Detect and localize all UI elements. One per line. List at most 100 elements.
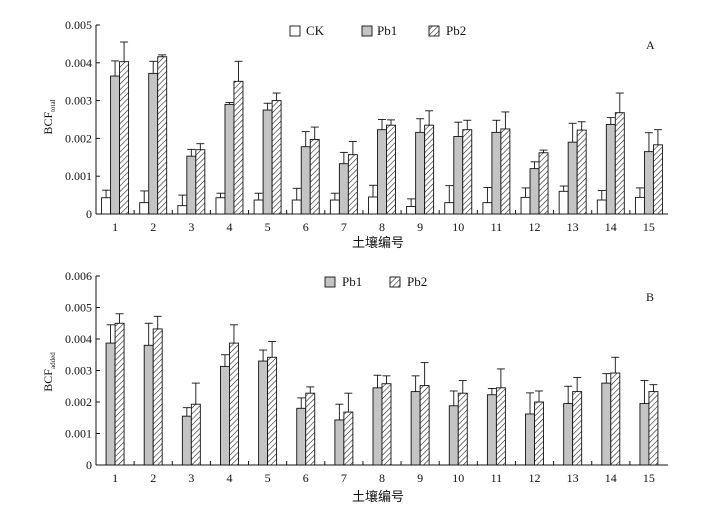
panel-b-bar-pb2: [381, 383, 392, 466]
panel-a-label: A: [646, 38, 655, 52]
panel-a-xlabel: 土壤编号: [352, 235, 404, 251]
panel-a-xtick-label: 15: [643, 220, 655, 234]
panel-b-bar-pb2: [305, 392, 316, 466]
panel-b-xtick-label: 13: [567, 471, 579, 485]
panel-b-ytick-label: 0.006: [65, 269, 92, 283]
panel-a-bar-pb2: [386, 124, 396, 215]
panel-b-ytick-label: 0: [86, 458, 92, 472]
panel-b-bar-pb1: [639, 403, 650, 466]
panel-a-bar-pb2: [614, 112, 625, 215]
panel-a-legend-swatch-pb1: [361, 25, 373, 37]
panel-a-bar-ck: [368, 196, 378, 215]
panel-a-bar-ck: [444, 202, 455, 215]
panel-b-bar-pb1: [105, 342, 116, 466]
panel-a-xtick-label: 8: [379, 220, 385, 234]
panel-a-bar-pb1: [224, 103, 235, 215]
panel-b-ytick-label: 0.005: [65, 301, 92, 315]
panel-a-legend-swatch-ck: [289, 25, 301, 37]
panel-b-bar-pb2: [229, 342, 239, 466]
panel-a-xtick-label: 10: [452, 220, 464, 234]
panel-a-legend-label-ck: CK: [306, 23, 325, 38]
panel-b-xtick-label: 11: [491, 471, 503, 485]
panel-b-xtick-label: 2: [150, 471, 156, 485]
panel-a-bar-pb1: [415, 131, 426, 215]
panel-b-bar-pb2: [648, 391, 659, 466]
panel-b-xtick-label: 3: [188, 471, 194, 485]
panel-b: BCFadded B 土壤编号 0 0.001 0.002 0.003 0.004 0.0…: [41, 269, 668, 505]
panel-a-legend-label-pb1: Pb1: [377, 23, 397, 38]
panel-a-bar-pb2: [652, 144, 663, 215]
panel-b-label: B: [646, 290, 654, 304]
panel-a-xtick-label: 13: [567, 220, 579, 234]
panel-b-bar-pb1: [181, 415, 192, 466]
panel-b-bar-pb2: [190, 403, 201, 466]
panel-a-bar-pb2: [500, 128, 511, 215]
panel-a-bar-pb1: [491, 131, 502, 215]
panel-b-xtick-label: 14: [605, 471, 617, 485]
panel-a-bar-pb1: [110, 75, 121, 215]
panel-b-ytick-label: 0.004: [65, 332, 92, 346]
panel-a-bar-pb2: [271, 100, 282, 215]
panel-a-bar-pb2: [538, 152, 549, 215]
panel-b-bar-pb2: [419, 385, 430, 466]
panel-a-ylabel-sub: total: [49, 99, 57, 111]
panel-a: BCFtotal A 土壤编号 0 0.001 0.002 0.003 0.004 0.0…: [41, 18, 668, 251]
panel-a-bar-pb1: [186, 155, 197, 215]
panel-b-bar-pb1: [486, 394, 497, 466]
panel-a-xtick-label: 12: [529, 220, 541, 234]
panel-a-bar-pb2: [195, 149, 206, 215]
panel-a-bar-pb1: [643, 151, 654, 215]
panel-a-bar-ck: [291, 199, 302, 215]
panel-a-bar-pb1: [529, 168, 540, 215]
panel-a-bar-pb2: [576, 129, 587, 215]
panel-a-bar-ck: [482, 202, 493, 215]
panel-b-xtick-label: 15: [643, 471, 655, 485]
panel-a-ylabel-main: BCF: [41, 112, 55, 135]
panel-a-bar-pb2: [309, 139, 320, 215]
panel-a-bar-pb2: [119, 61, 130, 215]
panel-a-ytick-label: 0: [86, 207, 92, 221]
panel-b-ylabel: BCFadded: [41, 352, 57, 392]
panel-a-xtick-label: 14: [605, 220, 617, 234]
panel-b-bar-pb1: [525, 413, 535, 466]
panel-a-ytick-label: 0.005: [65, 18, 92, 32]
panel-b-bar-pb1: [334, 419, 345, 466]
panel-b-bar-pb2: [152, 328, 163, 466]
panel-b-ytick-label: 0.003: [65, 364, 92, 378]
panel-a-bar-pb2: [233, 80, 244, 215]
panel-b-bar-pb1: [410, 391, 421, 466]
panel-a-bar-ck: [329, 199, 340, 215]
panel-a-ylabel: BCFtotal: [41, 99, 57, 134]
panel-b-legend-swatch-pb1: [324, 276, 336, 288]
panel-a-bar-pb1: [148, 72, 159, 215]
panel-b-ytick-label: 0.001: [65, 427, 92, 441]
panel-a-xtick-label: 9: [417, 220, 423, 234]
panel-a-xtick-label: 7: [341, 220, 347, 234]
panel-a-bar-pb1: [567, 141, 578, 215]
panel-b-xtick-label: 12: [529, 471, 541, 485]
panel-b-xtick-label: 1: [112, 471, 118, 485]
panel-b-bar-pb1: [601, 382, 612, 466]
panel-a-ytick-label: 0.002: [65, 131, 92, 145]
panel-b-xtick-label: 6: [303, 471, 309, 485]
panel-b-bar-pb1: [143, 344, 154, 466]
panel-b-legend-swatch-pb2: [389, 276, 401, 288]
panel-a-bar-pb2: [462, 129, 473, 215]
panel-a-bar-ck: [139, 202, 150, 215]
panel-a-bar-ck: [634, 196, 645, 215]
panel-a-bar-pb2: [157, 56, 168, 215]
panel-b-bar-pb2: [534, 401, 544, 466]
panel-b-xtick-label: 9: [417, 471, 423, 485]
panel-a-xtick-label: 6: [303, 220, 309, 234]
panel-b-bar-pb1: [372, 387, 383, 466]
panel-a-ytick-label: 0.001: [65, 169, 92, 183]
panel-a-bar-ck: [596, 199, 607, 215]
panel-b-legend-label-pb1: Pb1: [342, 274, 362, 289]
panel-b-bar-pb1: [258, 360, 269, 466]
panel-b-bar-pb1: [296, 407, 307, 466]
panel-b-bar-pb1: [448, 405, 459, 466]
panel-b-bar-pb2: [572, 391, 583, 466]
panel-a-bar-pb1: [300, 146, 311, 215]
panel-b-bar-pb1: [563, 403, 574, 466]
panel-a-bar-ck: [177, 205, 188, 215]
